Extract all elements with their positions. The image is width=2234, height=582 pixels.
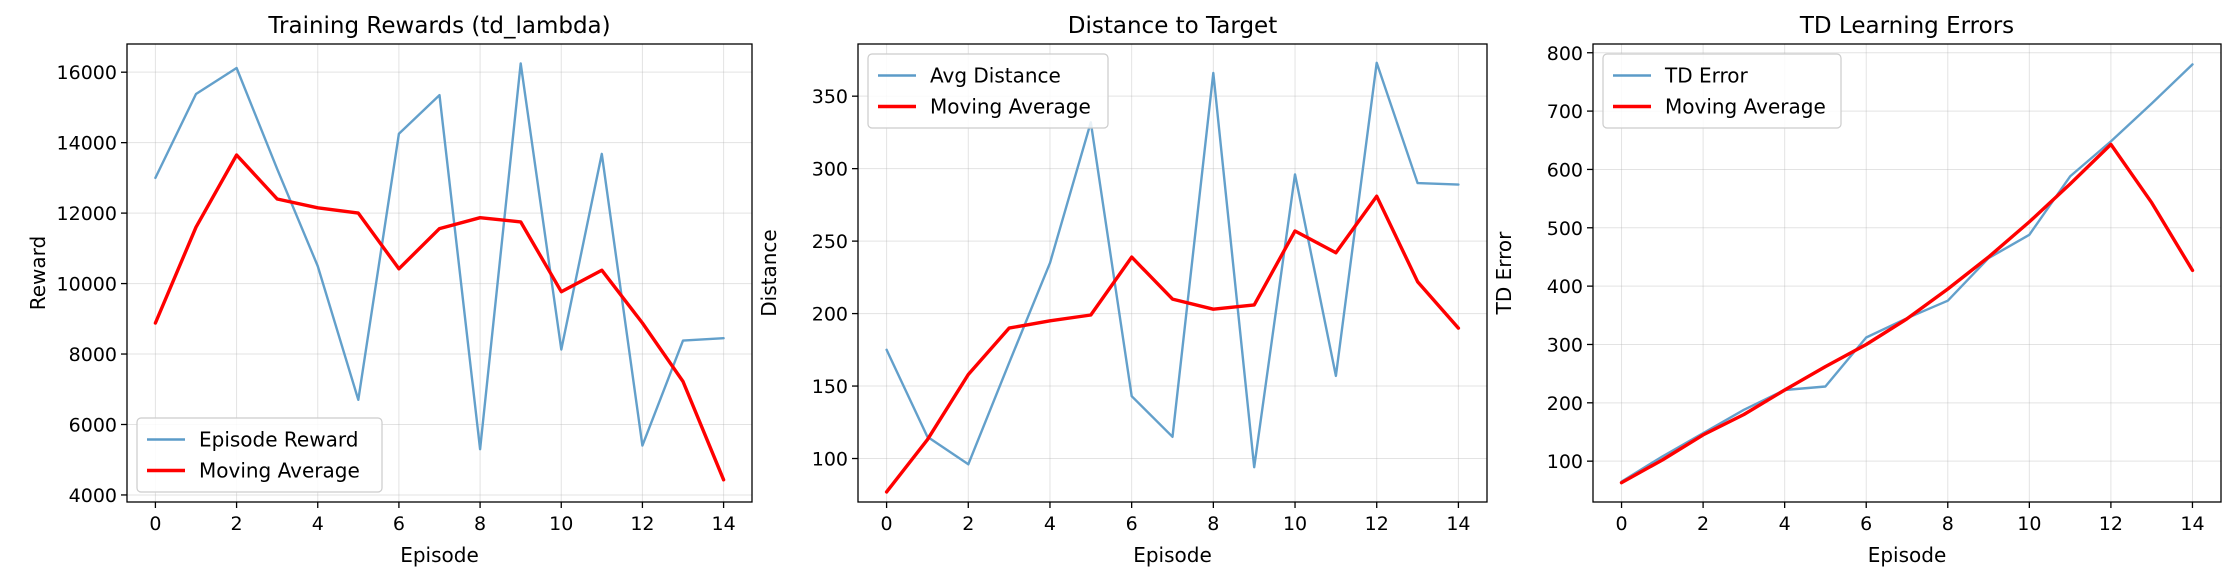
x-tick-label: 10 xyxy=(2017,513,2041,535)
x-tick-label: 12 xyxy=(2099,513,2123,535)
legend-label: Moving Average xyxy=(1665,95,1826,119)
subplot-td-learning-errors: 0 2 4 6 8 10 12 14 100 200 300 400 500 600 700 800 TD Le… xyxy=(1492,13,2222,567)
chart-title: TD Learning Errors xyxy=(1799,13,2014,39)
x-tick-label: 14 xyxy=(711,513,735,535)
y-tick-label: 300 xyxy=(812,159,848,181)
x-tick-label: 6 xyxy=(1860,513,1872,535)
legend-box xyxy=(867,53,1109,129)
y-tick-label: 400 xyxy=(1547,276,1583,298)
legend-label: TD Error xyxy=(1664,64,1749,88)
x-axis-label: Episode xyxy=(1133,543,1212,567)
x-tick-label: 2 xyxy=(962,513,974,535)
x-tick-label: 10 xyxy=(549,513,573,535)
x-tick-label: 14 xyxy=(1446,513,1470,535)
y-tick-label: 700 xyxy=(1547,101,1583,123)
y-tick-label: 14000 xyxy=(57,133,117,155)
series-line-avg-distance xyxy=(885,61,1460,469)
series-line-moving-average xyxy=(153,153,726,482)
x-tick-label: 14 xyxy=(2180,513,2204,535)
y-tick-label: 250 xyxy=(812,231,848,253)
legend: Avg Distance Moving Average xyxy=(867,53,1109,129)
x-tick-label: 8 xyxy=(1207,513,1219,535)
y-tick-label: 8000 xyxy=(69,344,117,366)
y-tick-label: 200 xyxy=(1547,393,1583,415)
plot-frame xyxy=(126,43,753,503)
series-line-episode-reward xyxy=(154,62,725,451)
y-axis-label: Distance xyxy=(757,229,781,316)
x-axis-label: Episode xyxy=(1868,543,1947,567)
series-line-moving-average xyxy=(1619,142,2195,485)
y-tick-label: 100 xyxy=(812,449,848,471)
x-tick-label: 4 xyxy=(312,513,324,535)
y-tick-label: 800 xyxy=(1547,43,1583,65)
subplot-training-rewards: 0 2 4 6 8 10 12 14 4000 6000 8000 10000 12000 14000 16… xyxy=(26,13,753,567)
y-tick-label: 12000 xyxy=(57,203,117,225)
y-tick-label: 10000 xyxy=(57,274,117,296)
legend-box xyxy=(1602,53,1842,129)
y-tick-label: 150 xyxy=(812,376,848,398)
plot-frame xyxy=(857,43,1488,503)
x-axis-label: Episode xyxy=(400,543,479,567)
x-tick-label: 6 xyxy=(393,513,405,535)
x-tick-label: 8 xyxy=(1942,513,1954,535)
subplot-distance-to-target: 0 2 4 6 8 10 12 14 100 150 200 250 300 350 Distance to… xyxy=(757,13,1488,567)
legend-label: Avg Distance xyxy=(930,64,1061,88)
chart-title: Training Rewards (td_lambda) xyxy=(267,13,610,39)
x-tick-label: 6 xyxy=(1126,513,1138,535)
y-axis-label: TD Error xyxy=(1492,231,1516,316)
y-tick-label: 300 xyxy=(1547,334,1583,356)
y-tick-label: 4000 xyxy=(69,485,117,507)
legend-label: Moving Average xyxy=(199,459,360,483)
y-tick-label: 16000 xyxy=(57,62,117,84)
y-tick-label: 600 xyxy=(1547,159,1583,181)
y-axis-label: Reward xyxy=(26,236,50,310)
x-tick-label: 12 xyxy=(630,513,654,535)
y-tick-label: 500 xyxy=(1547,218,1583,240)
x-tick-label: 8 xyxy=(474,513,486,535)
x-tick-label: 10 xyxy=(1283,513,1307,535)
chart-title: Distance to Target xyxy=(1068,13,1277,39)
legend-box xyxy=(136,417,383,493)
legend-label: Moving Average xyxy=(930,95,1091,119)
legend: Episode Reward Moving Average xyxy=(136,417,383,493)
x-tick-label: 4 xyxy=(1779,513,1791,535)
plot-frame xyxy=(1592,43,2222,503)
x-tick-label: 0 xyxy=(881,513,893,535)
legend-label: Episode Reward xyxy=(199,428,358,452)
legend: TD Error Moving Average xyxy=(1602,53,1842,129)
y-tick-label: 6000 xyxy=(69,414,117,436)
y-tick-label: 100 xyxy=(1547,451,1583,473)
y-tick-label: 350 xyxy=(812,86,848,108)
x-tick-label: 2 xyxy=(231,513,243,535)
x-tick-label: 4 xyxy=(1044,513,1056,535)
series-line-moving-average xyxy=(884,194,1461,494)
x-tick-label: 12 xyxy=(1365,513,1389,535)
x-tick-label: 0 xyxy=(1615,513,1627,535)
x-tick-label: 0 xyxy=(149,513,161,535)
y-tick-label: 200 xyxy=(812,304,848,326)
x-tick-label: 2 xyxy=(1697,513,1709,535)
